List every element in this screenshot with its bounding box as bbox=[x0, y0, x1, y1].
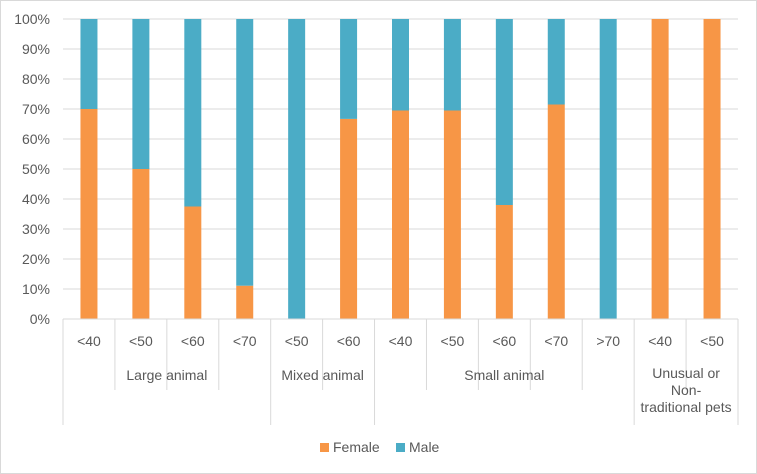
bar-male-4 bbox=[288, 19, 306, 319]
y-tick-label: 20% bbox=[22, 251, 50, 267]
bar-male-0 bbox=[80, 19, 98, 109]
x-category-label: <50 bbox=[441, 333, 465, 349]
y-tick-label: 0% bbox=[30, 311, 50, 327]
y-tick-label: 90% bbox=[22, 41, 50, 57]
bar-female-6 bbox=[392, 110, 409, 319]
bar-female-3 bbox=[236, 285, 254, 319]
y-tick-label: 70% bbox=[22, 101, 50, 117]
bar-female-11 bbox=[651, 19, 669, 319]
x-category-label: <70 bbox=[233, 333, 257, 349]
x-axis: <40 <50 <60 <70 <50 <60 <40 <50 <60 <70 >70 <40 <50 L… bbox=[62, 318, 739, 425]
group-label: Large animal bbox=[126, 367, 207, 383]
group-label: Unusual or Non-traditional pets bbox=[641, 365, 732, 415]
x-category-label: <40 bbox=[77, 333, 101, 349]
legend-label-female: Female bbox=[333, 439, 380, 455]
y-tick-label: 80% bbox=[22, 71, 50, 87]
bar-male-5 bbox=[340, 19, 358, 119]
x-category-label: <60 bbox=[337, 333, 361, 349]
bar-male-1 bbox=[132, 19, 150, 169]
x-category-label: <50 bbox=[700, 333, 724, 349]
y-axis-ticks: 0% 10% 20% 30% 40% 50% 60% 70% 80% 90% 100% bbox=[14, 11, 50, 327]
bar-male-9 bbox=[547, 19, 565, 105]
x-category-label: >70 bbox=[596, 333, 620, 349]
bar-male-6 bbox=[392, 19, 409, 111]
bar-female-7 bbox=[443, 110, 461, 319]
y-tick-label: 40% bbox=[22, 191, 50, 207]
bar-female-5 bbox=[340, 118, 358, 320]
y-tick-label: 100% bbox=[14, 11, 50, 27]
x-category-label: <40 bbox=[389, 333, 413, 349]
bar-male-3 bbox=[236, 19, 254, 286]
bar-female-12 bbox=[703, 19, 721, 319]
legend-label-male: Male bbox=[409, 439, 440, 455]
legend-swatch-female bbox=[320, 443, 329, 452]
bar-male-8 bbox=[495, 19, 513, 205]
bar-female-2 bbox=[184, 206, 202, 319]
bar-female-1 bbox=[132, 169, 150, 319]
bar-male-7 bbox=[443, 19, 461, 111]
group-label: Small animal bbox=[464, 367, 544, 383]
x-category-label: <60 bbox=[492, 333, 516, 349]
bar-male-2 bbox=[184, 19, 202, 207]
legend-swatch-male bbox=[396, 443, 405, 452]
bar-female-0 bbox=[80, 109, 98, 319]
y-tick-label: 10% bbox=[22, 281, 50, 297]
x-category-label: <60 bbox=[181, 333, 205, 349]
y-tick-label: 50% bbox=[22, 161, 50, 177]
group-label: Mixed animal bbox=[281, 367, 363, 383]
bar-female-8 bbox=[495, 205, 513, 319]
bar-male-10 bbox=[599, 19, 617, 319]
x-category-label: <50 bbox=[129, 333, 153, 349]
legend: Female Male bbox=[320, 439, 440, 455]
bars bbox=[80, 19, 721, 320]
y-tick-label: 60% bbox=[22, 131, 50, 147]
bar-female-9 bbox=[547, 104, 565, 319]
y-tick-label: 30% bbox=[22, 221, 50, 237]
x-category-label: <50 bbox=[285, 333, 309, 349]
x-category-label: <40 bbox=[648, 333, 672, 349]
x-category-label: <70 bbox=[544, 333, 568, 349]
